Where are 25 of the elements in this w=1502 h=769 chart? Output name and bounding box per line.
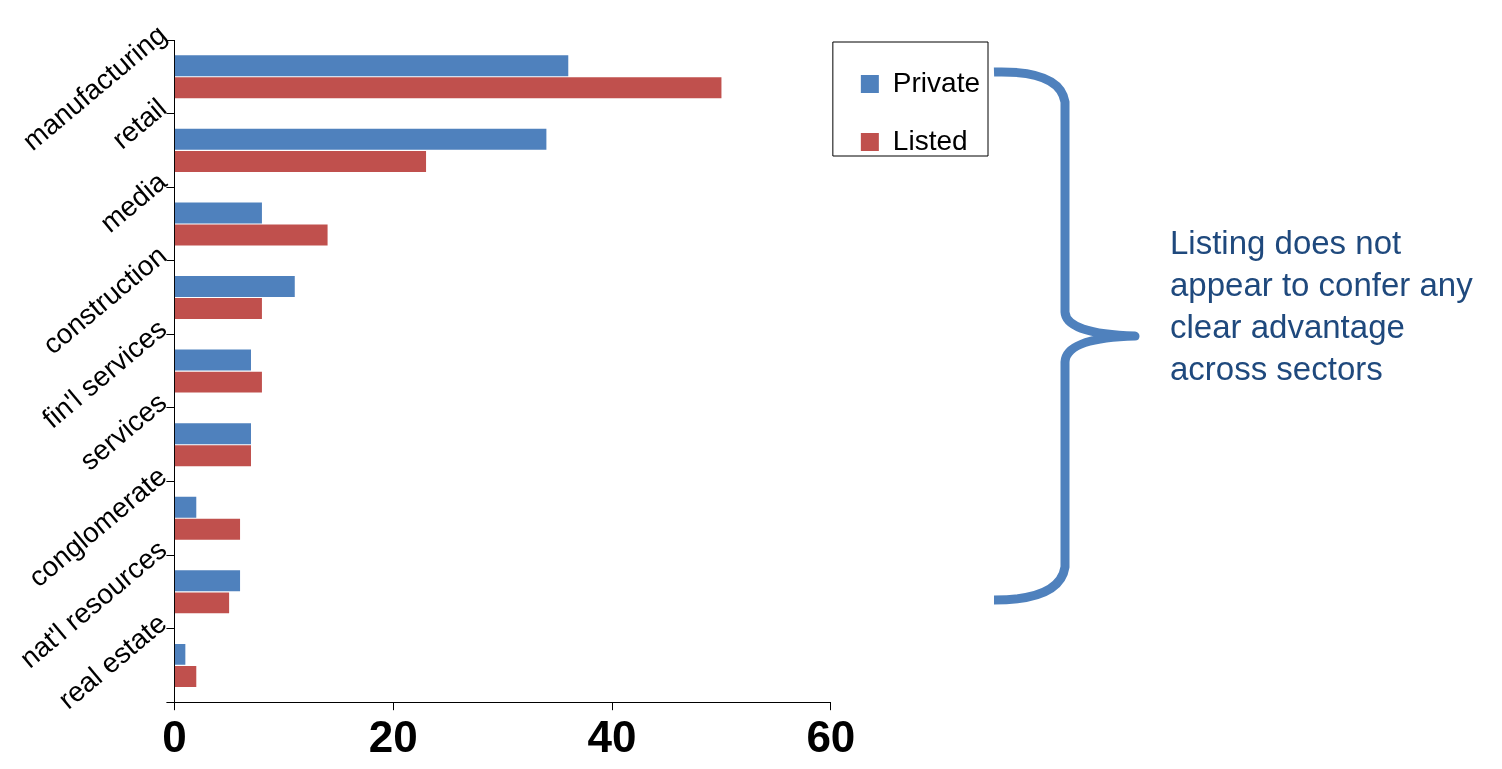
x-tick-label: 40 [587, 711, 637, 761]
x-tick-label: 20 [368, 711, 418, 761]
bar [174, 128, 547, 150]
bar [174, 445, 251, 467]
bar [174, 224, 328, 246]
bar [174, 276, 295, 297]
bar [174, 77, 722, 99]
bar [174, 150, 427, 172]
bar [174, 518, 241, 540]
bar [174, 570, 241, 592]
bar [174, 592, 230, 614]
bar [174, 665, 197, 687]
bar [174, 643, 186, 665]
bar [174, 496, 197, 518]
bar [174, 298, 262, 320]
legend-label: Listed [892, 124, 968, 156]
text: Listing does not appear to confer any clear advantage across sectors [1170, 223, 1474, 389]
bar [174, 371, 262, 393]
x-tick-label: 60 [806, 711, 856, 761]
bar [174, 202, 262, 224]
bar [174, 349, 251, 371]
bar [174, 55, 569, 77]
x-tick-label: 0 [162, 711, 187, 761]
bar [174, 423, 251, 445]
legend-label: Private [892, 66, 981, 98]
